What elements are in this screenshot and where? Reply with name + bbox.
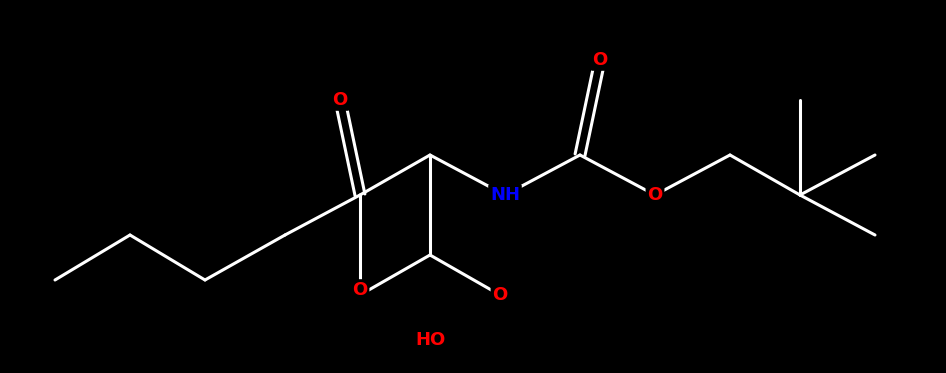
Text: NH: NH (490, 186, 520, 204)
Text: O: O (492, 286, 508, 304)
Text: HO: HO (415, 331, 446, 349)
Text: O: O (592, 51, 607, 69)
Text: O: O (352, 281, 368, 299)
Text: O: O (647, 186, 662, 204)
Text: O: O (332, 91, 347, 109)
